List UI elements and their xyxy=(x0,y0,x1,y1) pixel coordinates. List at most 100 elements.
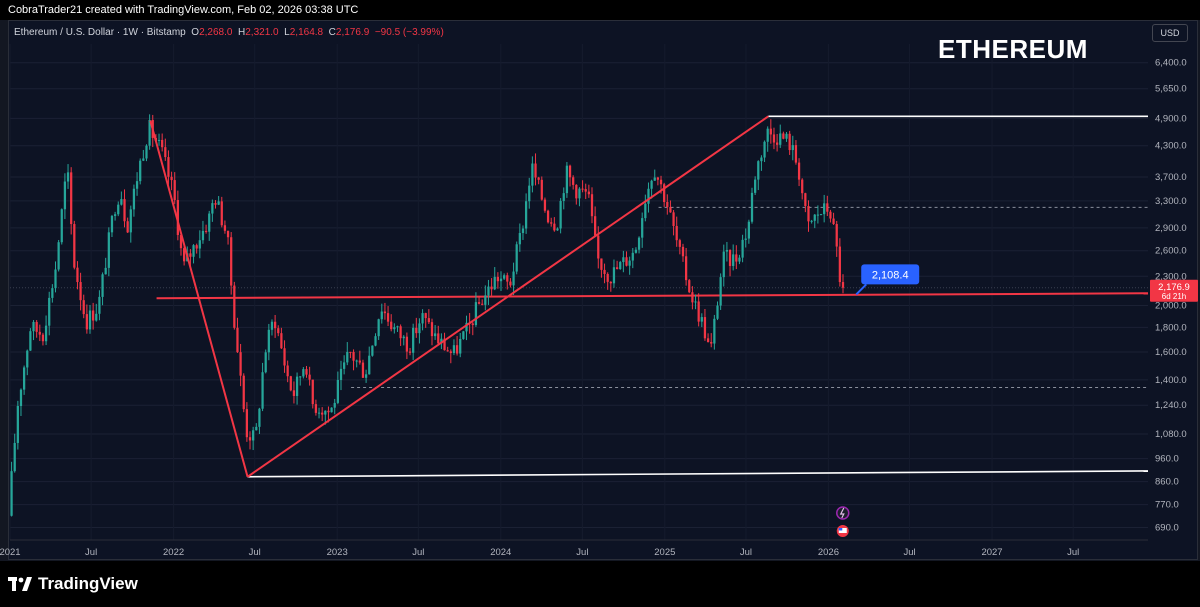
symbol-legend: Ethereum / U.S. Dollar · 1W · Bitstamp O… xyxy=(14,27,444,38)
candle-body xyxy=(157,139,161,141)
candle-body xyxy=(358,360,361,363)
trendlines xyxy=(149,115,769,478)
candle-body xyxy=(308,374,311,380)
price-callout: 2,108.4 xyxy=(855,264,920,296)
close-value: 2,176.9 xyxy=(335,27,370,38)
candle-body xyxy=(176,200,179,235)
close-label: C xyxy=(328,27,336,38)
candle-body xyxy=(518,233,521,245)
candle-body xyxy=(728,249,732,266)
candle-body xyxy=(311,379,314,405)
currency-button[interactable]: USD xyxy=(1152,24,1188,42)
candle-body xyxy=(659,179,663,185)
high-label: H xyxy=(238,27,246,38)
candle-body xyxy=(267,329,270,353)
candle-body xyxy=(161,139,164,148)
candle-body xyxy=(572,177,575,185)
symbol-name: Ethereum / U.S. Dollar · 1W · Bitstamp xyxy=(14,27,186,38)
event-markers[interactable] xyxy=(836,506,850,537)
candle-body xyxy=(681,246,685,257)
candle-body xyxy=(236,327,239,353)
x-tick-label: 2021 xyxy=(0,547,21,558)
x-tick-label: 2026 xyxy=(818,547,839,558)
candle-body xyxy=(656,177,660,180)
candle-body xyxy=(405,336,409,352)
candle-body xyxy=(719,277,722,306)
candle-body xyxy=(684,256,688,281)
y-tick-label: 2,300.0 xyxy=(1155,271,1187,282)
candle-body xyxy=(324,410,327,415)
candle-body xyxy=(327,410,330,413)
candle-body xyxy=(195,245,198,249)
open-value: 2,268.0 xyxy=(199,27,233,38)
candle-body xyxy=(772,134,776,143)
candle-body xyxy=(553,223,556,231)
candle-body xyxy=(421,313,424,324)
candle-body xyxy=(816,214,820,216)
candle-body xyxy=(503,275,506,279)
y-tick-label: 5,650.0 xyxy=(1155,84,1187,95)
x-axis[interactable]: 2021 Jul 2022 Jul 2023 Jul 2024 Jul 2025 Jul 2026 J… xyxy=(0,539,1148,558)
candle-body xyxy=(261,372,264,409)
candle-body xyxy=(129,209,132,233)
candle-body xyxy=(791,145,794,151)
y-tick-label: 860.0 xyxy=(1155,477,1179,488)
candle-body xyxy=(807,205,810,222)
candle-body xyxy=(283,348,286,366)
candle-body xyxy=(471,323,474,326)
candle-body xyxy=(70,172,73,225)
candle-body xyxy=(584,189,587,192)
candle-body xyxy=(801,179,804,194)
levels xyxy=(10,115,1149,478)
y-tick-label: 1,600.0 xyxy=(1155,347,1187,358)
candle-body xyxy=(208,213,211,232)
candle-body xyxy=(164,147,167,158)
candle-body xyxy=(782,133,785,139)
candle-body xyxy=(669,207,672,213)
tradingview-logo-icon xyxy=(8,577,32,591)
candle-body xyxy=(333,402,336,408)
tradingview-logo[interactable]: TradingView xyxy=(8,574,138,594)
candle-body xyxy=(537,177,540,180)
candle-body xyxy=(377,319,380,337)
candle-body xyxy=(625,257,628,266)
candle-body xyxy=(609,281,612,284)
candle-body xyxy=(465,322,468,332)
candle-body xyxy=(242,375,245,410)
candle-body xyxy=(757,161,760,180)
x-tick-label: Jul xyxy=(85,547,97,558)
candle-body xyxy=(123,199,126,222)
candle-body xyxy=(226,230,230,238)
candle-body xyxy=(280,333,283,349)
candle-body xyxy=(412,327,415,353)
candle-body xyxy=(295,376,299,396)
y-tick-label: 4,900.0 xyxy=(1155,113,1187,124)
candle-body xyxy=(706,338,710,343)
candle-body xyxy=(113,214,117,216)
candle-body xyxy=(779,133,782,145)
candle-body xyxy=(443,338,446,351)
candle-body xyxy=(484,295,487,305)
candle-body xyxy=(678,240,681,247)
x-tick-label: 2023 xyxy=(327,547,348,558)
candle-body xyxy=(543,199,547,211)
candle-body xyxy=(57,242,60,270)
candle-body xyxy=(424,313,427,319)
chart-panel[interactable] xyxy=(8,20,1198,560)
candle-body xyxy=(79,282,82,301)
y-axis[interactable]: 690.0 770.0 860.0 960.0 1,080.0 1,240.0 1,400.… xyxy=(1155,58,1187,534)
candle-body xyxy=(189,253,192,257)
candle-body xyxy=(248,437,252,441)
candle-body xyxy=(270,321,274,330)
candle-body xyxy=(493,276,496,290)
candle-body xyxy=(252,430,255,441)
candle-body xyxy=(606,273,609,282)
candle-body xyxy=(691,292,694,303)
level-line-support xyxy=(156,292,1149,300)
candle-body xyxy=(700,317,703,322)
candle-body xyxy=(594,216,597,236)
candle-body xyxy=(182,248,186,262)
candle-body xyxy=(192,245,195,257)
x-tick-label: Jul xyxy=(1067,547,1079,558)
